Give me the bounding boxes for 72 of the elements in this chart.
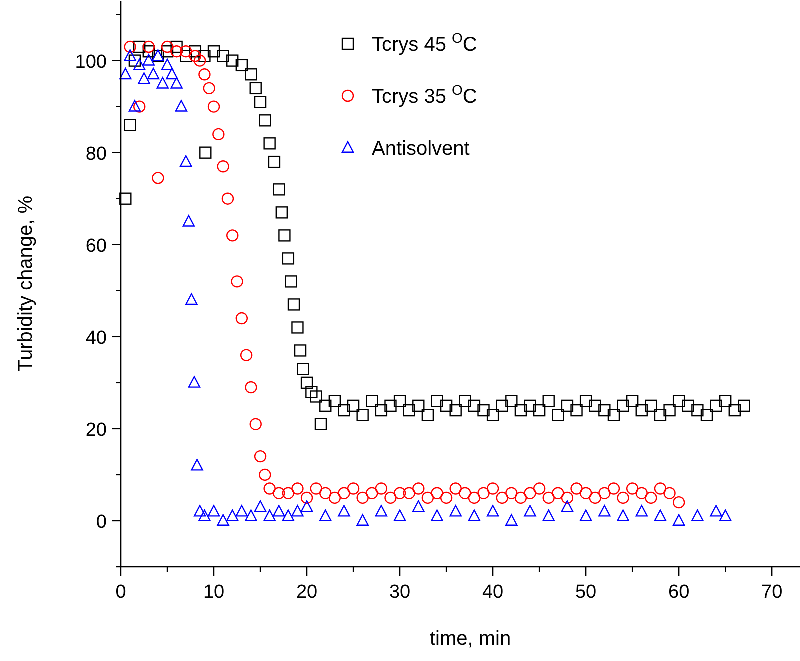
point <box>156 77 169 89</box>
point <box>194 505 206 517</box>
point <box>598 505 611 517</box>
point <box>191 459 204 471</box>
x-axis-title: time, min <box>430 628 512 650</box>
point <box>672 514 686 526</box>
point <box>394 510 406 522</box>
point <box>320 510 332 522</box>
point <box>292 505 304 517</box>
legend-label: Antisolvent <box>372 138 470 160</box>
point <box>636 505 648 517</box>
x-tick-label: 0 <box>116 582 126 603</box>
y-tick-label: 40 <box>86 328 107 349</box>
point <box>486 505 500 517</box>
point <box>300 500 314 512</box>
point <box>617 510 630 522</box>
x-tick-label: 50 <box>576 582 597 603</box>
point <box>217 514 230 526</box>
y-tick-label: 0 <box>96 512 107 533</box>
x-tick-label: 20 <box>296 582 318 603</box>
point <box>161 58 174 70</box>
point <box>282 510 295 522</box>
point <box>170 77 183 89</box>
point <box>273 505 286 517</box>
point <box>375 505 388 517</box>
point <box>175 100 188 112</box>
point <box>719 510 732 522</box>
y-tick-label: 80 <box>86 144 107 165</box>
y-tick-label: 20 <box>86 420 107 441</box>
point <box>450 505 462 517</box>
x-tick-label: 70 <box>762 582 783 603</box>
y-axis-title: Turbidity change, % <box>15 196 37 372</box>
y-tick-label: 60 <box>86 236 107 257</box>
point <box>226 510 239 522</box>
y-tick-label: 100 <box>75 52 107 73</box>
point <box>580 510 592 522</box>
point <box>468 510 481 522</box>
point <box>338 505 350 517</box>
point <box>654 510 667 522</box>
point <box>356 514 369 526</box>
point <box>142 54 156 66</box>
point <box>147 68 160 80</box>
point <box>138 72 150 84</box>
legend-label: Tcrys 35 $^{O}$C <box>372 82 478 108</box>
point <box>128 100 142 112</box>
point <box>124 50 136 62</box>
point <box>710 505 722 517</box>
point <box>134 58 146 70</box>
point <box>198 510 211 522</box>
point <box>561 500 574 512</box>
point <box>412 500 425 512</box>
point <box>264 510 276 522</box>
point <box>692 510 704 522</box>
point <box>245 510 258 522</box>
point <box>208 505 220 517</box>
point <box>524 505 536 517</box>
point <box>254 500 267 512</box>
x-tick-label: 60 <box>668 582 690 603</box>
point <box>186 293 198 306</box>
x-tick-label: 30 <box>389 582 411 603</box>
point <box>180 155 192 168</box>
x-tick-label: 10 <box>203 582 225 603</box>
point <box>188 376 201 388</box>
point <box>506 514 518 526</box>
legend-label: Tcrys 45 $^{O}$C <box>372 30 478 56</box>
point <box>431 510 444 522</box>
point <box>120 68 132 80</box>
point <box>542 510 555 522</box>
point <box>166 68 178 80</box>
point <box>236 505 248 517</box>
x-tick-label: 40 <box>482 582 504 603</box>
point <box>182 215 195 227</box>
